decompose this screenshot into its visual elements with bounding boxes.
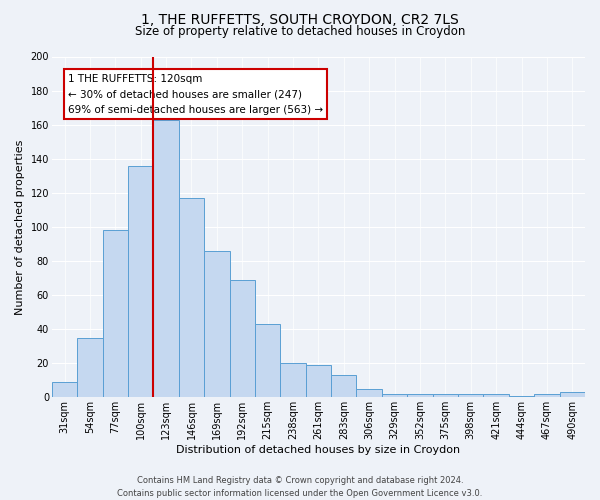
Bar (484, 394, 509, 398)
Bar (560, 392, 585, 398)
Bar (509, 396, 534, 398)
Bar (356, 389, 382, 398)
Text: Size of property relative to detached houses in Croydon: Size of property relative to detached ho… (135, 25, 465, 38)
Bar (458, 394, 484, 398)
Bar (407, 394, 433, 398)
Bar (255, 324, 280, 398)
Text: Contains HM Land Registry data © Crown copyright and database right 2024.
Contai: Contains HM Land Registry data © Crown c… (118, 476, 482, 498)
Bar (52, 382, 77, 398)
Bar (280, 363, 306, 398)
Bar (534, 394, 560, 398)
Bar (433, 394, 458, 398)
Bar (128, 166, 154, 398)
Text: 1 THE RUFFETTS: 120sqm
← 30% of detached houses are smaller (247)
69% of semi-de: 1 THE RUFFETTS: 120sqm ← 30% of detached… (68, 74, 323, 114)
Bar (382, 394, 407, 398)
X-axis label: Distribution of detached houses by size in Croydon: Distribution of detached houses by size … (176, 445, 460, 455)
Bar (306, 365, 331, 398)
Bar (77, 338, 103, 398)
Bar (204, 251, 230, 398)
Text: 1, THE RUFFETTS, SOUTH CROYDON, CR2 7LS: 1, THE RUFFETTS, SOUTH CROYDON, CR2 7LS (141, 12, 459, 26)
Bar (331, 375, 356, 398)
Bar (230, 280, 255, 398)
Y-axis label: Number of detached properties: Number of detached properties (15, 139, 25, 314)
Bar (179, 198, 204, 398)
Bar (103, 230, 128, 398)
Bar (154, 120, 179, 398)
